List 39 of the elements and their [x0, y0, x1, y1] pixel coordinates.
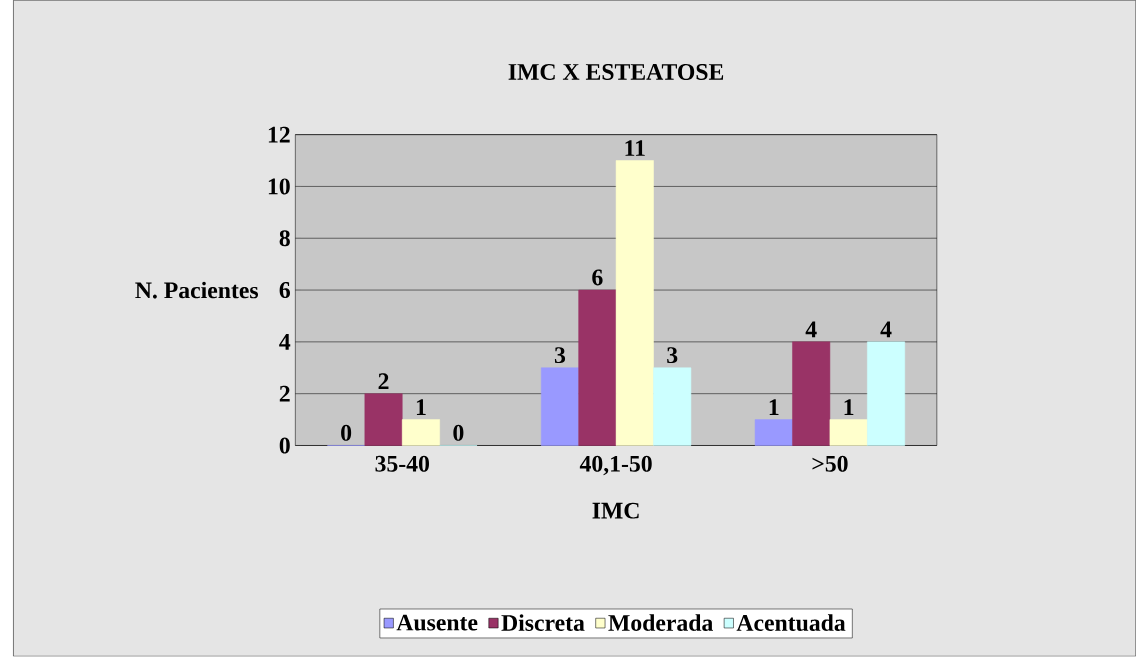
y-tick-label: 4	[279, 334, 291, 350]
y-tick-label: 0	[279, 437, 290, 454]
bar	[615, 160, 654, 446]
y-tick-label: 12	[268, 127, 290, 143]
legend-label: Acentuada	[736, 614, 846, 632]
data-label: 0	[341, 425, 352, 442]
data-label: 11	[625, 140, 645, 157]
x-tick-label: 35-40	[375, 456, 429, 472]
bar	[364, 393, 403, 446]
x-tick-label: 40,1-50	[579, 456, 652, 476]
bar	[754, 419, 793, 446]
data-label: 6	[592, 269, 603, 286]
data-label: 3	[554, 347, 566, 364]
y-tick-label: 6	[279, 282, 290, 299]
chart-title: IMC X ESTEATOSE	[508, 64, 724, 81]
y-tick-label: 10	[268, 178, 290, 195]
data-label: 1	[769, 399, 779, 416]
y-axis-title: N. Pacientes	[135, 281, 259, 299]
legend-label: Moderada	[608, 614, 713, 632]
data-label: 4	[805, 321, 817, 338]
bar	[792, 341, 831, 446]
data-label: 4	[880, 321, 892, 338]
bar	[540, 367, 579, 446]
y-tick-label: 8	[279, 230, 290, 247]
legend-label: Ausente	[396, 614, 478, 631]
y-tick-label: 2	[279, 386, 290, 402]
bar	[867, 341, 906, 446]
data-label: 1	[416, 399, 426, 416]
bar	[829, 419, 868, 446]
x-axis-title: IMC	[592, 502, 639, 519]
x-tick-label: >50	[812, 456, 848, 472]
data-label: 0	[453, 425, 464, 442]
data-label: 1	[844, 399, 854, 416]
bar	[401, 419, 440, 446]
bar	[578, 290, 617, 446]
data-label: 2	[378, 373, 389, 390]
bar	[653, 367, 692, 446]
legend-label: Discreta	[501, 614, 585, 632]
data-label: 3	[667, 347, 678, 364]
